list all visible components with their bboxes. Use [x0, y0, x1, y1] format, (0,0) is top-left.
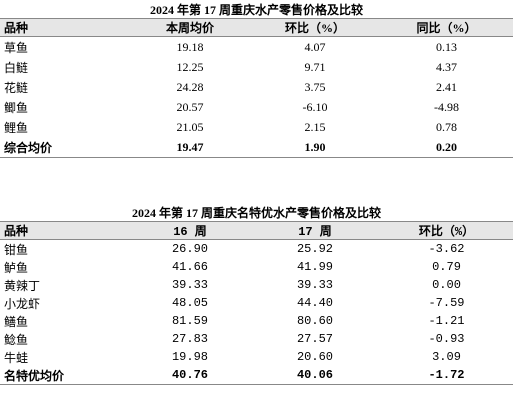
value-cell: 9.71: [304, 59, 326, 74]
row-row: 黄辣丁 39.33 39.33 0.00: [0, 276, 513, 294]
value-cell: 40.06: [250, 366, 380, 385]
value-cell: 3.09: [432, 350, 461, 364]
name-cell: 白鲢: [4, 60, 29, 75]
value-cell: 17 周: [250, 221, 380, 240]
value-cell: 12.25: [176, 59, 204, 74]
row-row: 鲤鱼 21.05 2.15 0.78: [0, 117, 513, 137]
name-cell: 鳝鱼: [4, 315, 29, 330]
name-cell: 名特优均价: [0, 366, 130, 385]
row-row: 鲶鱼 27.83 27.57 -0.93: [0, 330, 513, 348]
row-row: 白鲢 12.25 9.71 4.37: [0, 57, 513, 77]
value-cell: -0.93: [428, 332, 465, 346]
name-cell: 鲈鱼: [4, 261, 29, 276]
row-row: 鲫鱼 20.57 -6.10 -4.98: [0, 97, 513, 117]
value-cell: -1.72: [380, 366, 513, 385]
value-cell: 4.37: [436, 59, 457, 74]
value-cell: 0.00: [432, 278, 461, 292]
row-row: 鲈鱼 41.66 41.99 0.79: [0, 258, 513, 276]
name-cell: 鲫鱼: [4, 100, 29, 115]
name-cell: 牛蛙: [4, 351, 29, 366]
value-cell: 同比（%）: [380, 18, 513, 37]
value-cell: 81.59: [171, 314, 208, 328]
value-cell: 0.78: [436, 119, 457, 134]
name-cell: 综合均价: [0, 137, 130, 158]
value-cell: 41.99: [296, 260, 333, 274]
value-cell: 27.83: [171, 332, 208, 346]
premium-table: 2024 年第 17 周重庆名特优水产零售价格及比较 品种 16 周 17 周环比（…: [0, 205, 513, 385]
value-cell: 20.57: [176, 99, 204, 114]
row-row: 钳鱼 26.90 25.92 -3.62: [0, 240, 513, 259]
value-cell: 39.33: [171, 278, 208, 292]
name-cell: 草鱼: [4, 40, 29, 55]
value-cell: -1.21: [428, 314, 465, 328]
name-cell: 品种: [0, 18, 130, 37]
value-cell: 0.79: [432, 260, 461, 274]
value-cell: 2.15: [304, 119, 326, 134]
value-cell: 48.05: [171, 296, 208, 310]
name-cell: 鲤鱼: [4, 120, 29, 135]
value-cell: 39.33: [296, 278, 333, 292]
row-row: 牛蛙 19.98 20.60 3.09: [0, 348, 513, 366]
table-title: 2024 年第 17 周重庆水产零售价格及比较: [149, 3, 363, 17]
name-cell: 黄辣丁: [4, 279, 41, 294]
value-cell: -6.10: [302, 99, 328, 114]
value-cell: 16 周: [130, 221, 250, 240]
value-cell: 19.18: [176, 39, 204, 54]
name-cell: 花鲢: [4, 80, 29, 95]
value-cell: 25.92: [296, 242, 333, 256]
value-cell: -4.98: [434, 99, 459, 114]
name-cell: 小龙虾: [4, 297, 41, 312]
value-cell: 41.66: [171, 260, 208, 274]
value-cell: 24.28: [176, 79, 204, 94]
value-cell: -7.59: [428, 296, 465, 310]
value-cell: 20.60: [296, 350, 333, 364]
row-row: 鳝鱼 81.59 80.60 -1.21: [0, 312, 513, 330]
value-cell: 26.90: [171, 242, 208, 256]
hd-row: 品种 16 周 17 周环比（%）: [0, 221, 513, 240]
value-cell: 3.75: [304, 79, 326, 94]
table-title: 2024 年第 17 周重庆名特优水产零售价格及比较: [131, 206, 381, 220]
value-cell: 2.41: [436, 79, 457, 94]
value-cell: 环比（%）: [250, 18, 380, 37]
value-cell: 21.05: [176, 119, 204, 134]
row tot-row: 名特优均价 40.76 40.06 -1.72: [0, 366, 513, 385]
table: 品种 16 周 17 周环比（%） 钳鱼 26.90 25.92 -3.62 鲈鱼 41.66 4…: [0, 221, 513, 385]
value-cell: 0.13: [436, 39, 457, 54]
value-cell: 80.60: [296, 314, 333, 328]
name-cell: 钳鱼: [4, 243, 29, 258]
table: 品种 本周均价 环比（%） 同比（%） 草鱼 19.18 4.07 0.13 白鲢 12.25 9.…: [0, 18, 513, 158]
value-cell: 4.07: [304, 39, 326, 54]
value-cell: 0.20: [380, 137, 513, 158]
value-cell: 1.90: [250, 137, 380, 158]
value-cell: 环比（%）: [380, 221, 513, 240]
value-cell: 19.47: [130, 137, 250, 158]
value-cell: 44.40: [296, 296, 333, 310]
hd-row: 品种 本周均价 环比（%） 同比（%）: [0, 18, 513, 37]
row-row: 花鲢 24.28 3.75 2.41: [0, 77, 513, 97]
value-cell: 本周均价: [130, 18, 250, 37]
price-table: 2024 年第 17 周重庆水产零售价格及比较 品种 本周均价 环比（%） 同比（%）…: [0, 2, 513, 158]
value-cell: -3.62: [428, 242, 465, 256]
value-cell: 19.98: [171, 350, 208, 364]
value-cell: 27.57: [296, 332, 333, 346]
row-row: 小龙虾 48.05 44.40 -7.59: [0, 294, 513, 312]
row tot-row: 综合均价 19.47 1.90 0.20: [0, 137, 513, 158]
name-cell: 鲶鱼: [4, 333, 29, 348]
row-row: 草鱼 19.18 4.07 0.13: [0, 37, 513, 58]
name-cell: 品种: [0, 221, 130, 240]
value-cell: 40.76: [130, 366, 250, 385]
